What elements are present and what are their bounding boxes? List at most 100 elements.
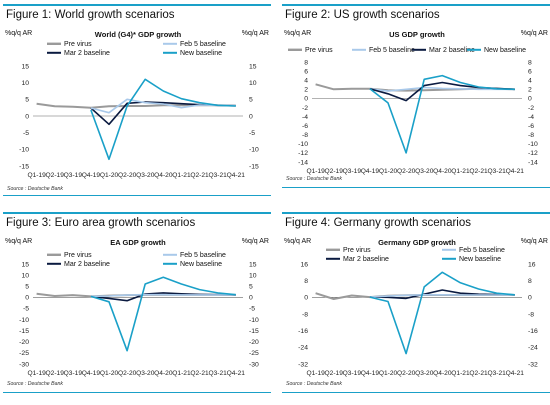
x-tick-label: Q2-19 <box>46 172 65 179</box>
x-tick-label: Q4-20 <box>433 168 452 175</box>
x-tick-label: Q1-21 <box>172 172 191 179</box>
panel-title: Figure 2: US growth scenarios <box>285 9 440 21</box>
series-line-3 <box>90 78 236 161</box>
x-tick-label: Q1-19 <box>27 370 46 377</box>
x-tick-label: Q3-20 <box>415 370 434 377</box>
y-tick-label-left: -12 <box>298 150 308 157</box>
panel-footer-rule <box>282 187 550 188</box>
y-tick-label-left: 15 <box>21 261 29 268</box>
legend-label: New baseline <box>459 256 501 263</box>
y-tick-label-left: 0 <box>25 113 29 120</box>
y-tick-label-right: -2 <box>528 105 534 112</box>
panel-footer-rule <box>282 392 550 393</box>
y-tick-label-right: 4 <box>528 77 532 84</box>
panel-title: Figure 3: Euro area growth scenarios <box>6 217 196 229</box>
x-tick-label: Q4-21 <box>506 370 525 377</box>
y-tick-label-right: -30 <box>249 361 259 368</box>
y-tick-label-right: 15 <box>249 261 257 268</box>
x-tick-label: Q3-19 <box>64 370 83 377</box>
x-tick-label: Q2-21 <box>190 172 209 179</box>
y-tick-label-left: 0 <box>304 295 308 302</box>
y-tick-label-right: 6 <box>528 68 532 75</box>
y-tick-label-right: 10 <box>249 80 257 87</box>
x-tick-label: Q3-20 <box>415 168 434 175</box>
x-tick-label: Q3-21 <box>208 172 227 179</box>
y-tick-label-left: 16 <box>300 261 308 268</box>
y-tick-label-left: 5 <box>25 97 29 104</box>
panel-header: Figure 1: World growth scenarios <box>3 4 271 28</box>
y-tick-label-left: 2 <box>304 87 308 94</box>
y-tick-label-right: -25 <box>249 350 259 357</box>
y-tick-label-right: 15 <box>249 63 257 70</box>
x-tick-label: Q4-20 <box>154 370 173 377</box>
panel-footer-rule <box>3 392 271 393</box>
chart-panel-4: Figure 4: Germany growth scenarios %q/q … <box>282 212 550 405</box>
chart-panel-2: Figure 2: US growth scenarios %q/q AR %q/… <box>282 4 550 197</box>
y-tick-label-left: -2 <box>302 105 308 112</box>
series-line-1 <box>369 86 515 92</box>
x-tick-label: Q3-19 <box>343 370 362 377</box>
y-tick-label-left: -15 <box>19 163 29 170</box>
legend-label: Mar 2 baseline <box>343 256 389 263</box>
x-tick-label: Q2-20 <box>397 168 416 175</box>
x-tick-label: Q3-20 <box>136 370 155 377</box>
x-tick-label: Q4-21 <box>506 168 525 175</box>
x-tick-label: Q4-19 <box>361 370 380 377</box>
legend-label: Pre virus <box>343 247 371 254</box>
x-tick-label: Q3-21 <box>487 370 506 377</box>
y-tick-label-left: 6 <box>304 68 308 75</box>
y-tick-label-right: 0 <box>528 96 532 103</box>
y-tick-label-left: -6 <box>302 123 308 130</box>
x-tick-label: Q2-20 <box>118 172 137 179</box>
y-tick-label-right: -16 <box>528 328 538 335</box>
y-tick-label-right: -5 <box>249 306 255 313</box>
y-tick-label-left: -4 <box>302 114 308 121</box>
legend-label: Mar 2 baseline <box>429 47 475 54</box>
y-tick-label-right: 2 <box>528 87 532 94</box>
line-chart-world: %q/q AR %q/q AR World (G4)* GDP growth -15 -… <box>5 30 269 179</box>
chart-title: EA GDP growth <box>110 238 166 247</box>
series-line-3 <box>369 271 515 355</box>
x-tick-label: Q1-19 <box>306 370 325 377</box>
y-tick-label-right: 0 <box>528 295 532 302</box>
x-tick-label: Q2-20 <box>118 370 137 377</box>
legend-label: Feb 5 baseline <box>459 247 505 254</box>
source-note: Source : Deutsche Bank <box>286 381 342 387</box>
y-tick-label-right: 8 <box>528 278 532 285</box>
line-chart-euro-area: %q/q AR %q/q AR EA GDP growth -30 -30 -25 -25 -… <box>5 238 269 377</box>
series-line-2 <box>369 294 515 298</box>
x-tick-label: Q2-19 <box>46 370 65 377</box>
chart-panel-1: Figure 1: World growth scenarios %q/q AR… <box>3 4 271 197</box>
legend-label: Feb 5 baseline <box>180 41 226 48</box>
line-chart-us: %q/q AR %q/q AR US GDP growth -14 -14 -12 -12 -… <box>284 30 548 175</box>
legend-label: Pre virus <box>305 47 333 54</box>
source-note: Source : Deutsche Bank <box>7 381 63 387</box>
y-axis-title-left: %q/q AR <box>5 238 32 245</box>
y-axis-title-right: %q/q AR <box>521 30 548 37</box>
y-tick-label-left: -14 <box>298 159 308 166</box>
y-tick-label-left: -10 <box>19 317 29 324</box>
x-tick-label: Q3-19 <box>64 172 83 179</box>
legend-label: Feb 5 baseline <box>369 47 415 54</box>
y-tick-label-left: -32 <box>298 361 308 368</box>
x-tick-label: Q4-19 <box>82 370 101 377</box>
y-tick-label-right: -20 <box>249 339 259 346</box>
y-axis-title-right: %q/q AR <box>521 238 548 245</box>
x-tick-label: Q3-21 <box>487 168 506 175</box>
y-tick-label-right: 16 <box>528 261 536 268</box>
y-tick-label-right: -15 <box>249 163 259 170</box>
legend-label: Pre virus <box>64 252 92 259</box>
x-tick-label: Q1-21 <box>451 370 470 377</box>
x-tick-label: Q2-19 <box>325 168 344 175</box>
series-line-3 <box>369 74 515 154</box>
legend-label: Mar 2 baseline <box>64 50 110 57</box>
y-tick-label-right: 5 <box>249 97 253 104</box>
x-tick-label: Q2-21 <box>469 168 488 175</box>
legend-label: New baseline <box>180 50 222 57</box>
y-tick-label-left: -8 <box>302 132 308 139</box>
source-note: Source : Deutsche Bank <box>7 186 63 192</box>
y-tick-label-right: 0 <box>249 113 253 120</box>
x-tick-label: Q1-19 <box>27 172 46 179</box>
y-tick-label-left: -30 <box>19 361 29 368</box>
y-tick-label-right: -8 <box>528 132 534 139</box>
